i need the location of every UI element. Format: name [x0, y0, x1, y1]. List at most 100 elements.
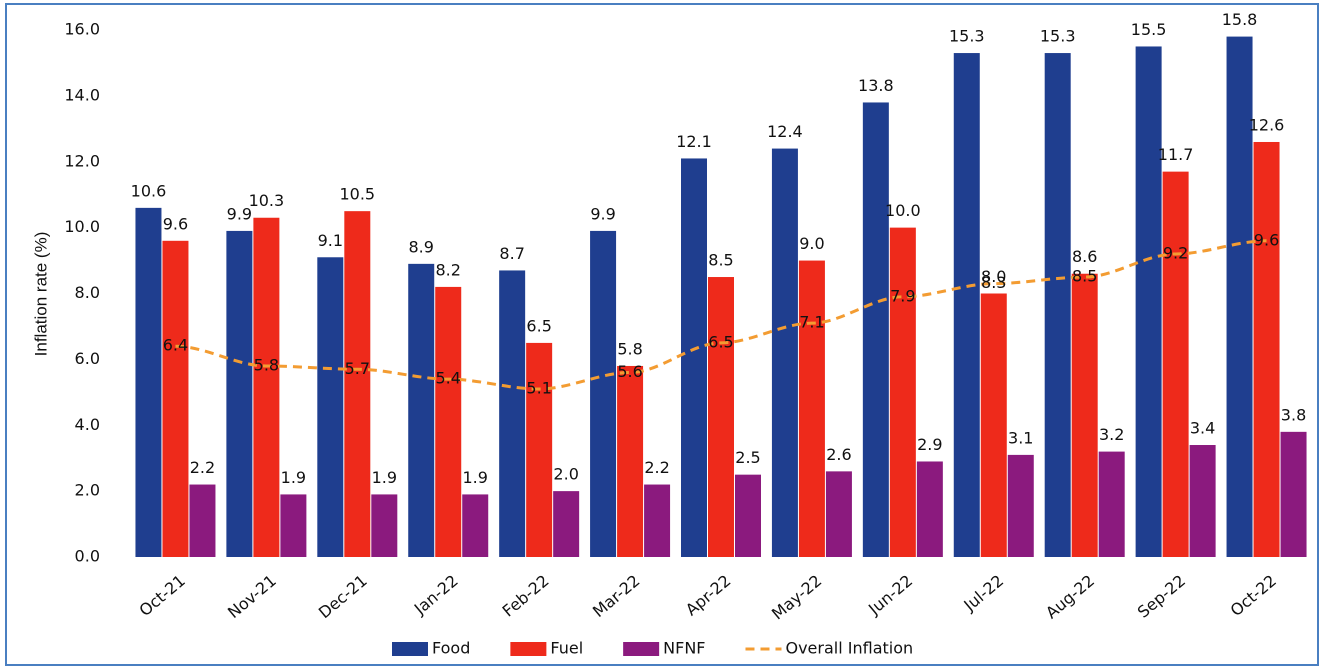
- x-tick-label: Dec-21: [315, 571, 371, 622]
- bar: [280, 494, 307, 557]
- data-label: 9.9: [227, 204, 252, 223]
- bar: [798, 260, 825, 557]
- bar: [862, 102, 889, 558]
- data-label: 9.1: [318, 231, 343, 250]
- data-label: 12.4: [767, 122, 803, 141]
- bar: [344, 211, 371, 557]
- data-label: 9.2: [1163, 243, 1188, 262]
- data-label: 12.1: [676, 132, 712, 151]
- bar: [317, 257, 344, 557]
- bar: [825, 471, 852, 557]
- data-label: 3.8: [1281, 405, 1306, 424]
- line: [175, 239, 1267, 391]
- data-label: 2.9: [917, 435, 942, 454]
- bar: [553, 491, 580, 557]
- data-label: 5.1: [526, 379, 551, 398]
- x-tick-label: Feb-22: [499, 571, 553, 621]
- bar: [371, 494, 398, 557]
- data-label: 7.1: [799, 313, 824, 332]
- x-tick-label: Jul-22: [959, 571, 1007, 615]
- x-tick-label: Nov-21: [224, 571, 280, 622]
- x-tick-label: Aug-22: [1042, 571, 1098, 622]
- data-label: 15.5: [1131, 20, 1167, 39]
- bar: [189, 484, 216, 557]
- bar: [980, 293, 1007, 557]
- bar: [462, 494, 489, 557]
- bar: [499, 270, 526, 557]
- data-label: 15.3: [1040, 27, 1076, 46]
- data-label: 8.5: [1072, 267, 1097, 286]
- data-label: 9.6: [1254, 230, 1279, 249]
- data-label: 5.8: [254, 355, 279, 374]
- bar: [1226, 36, 1253, 557]
- bar: [1007, 454, 1034, 557]
- bar: [681, 158, 707, 558]
- chart-frame: [5, 3, 1319, 666]
- x-tick-label: Jun-22: [864, 571, 916, 619]
- data-label: 9.6: [163, 214, 188, 233]
- bar: [1189, 445, 1216, 557]
- data-label: 5.8: [617, 339, 642, 358]
- data-label: 15.8: [1222, 10, 1258, 29]
- data-label: 1.9: [372, 468, 397, 487]
- y-tick-label: 0.0: [75, 547, 100, 566]
- data-label: 9.0: [799, 234, 824, 253]
- data-label: 2.2: [644, 458, 669, 477]
- legend-label: NFNF: [663, 639, 705, 658]
- data-label: 1.9: [281, 468, 306, 487]
- bar: [408, 263, 435, 557]
- bar: [1253, 141, 1280, 558]
- bar: [617, 365, 644, 557]
- data-label: 12.6: [1249, 115, 1285, 134]
- bar: [1135, 46, 1162, 557]
- x-tick-label: Oct-21: [136, 571, 189, 620]
- x-tick-label: Jan-22: [410, 571, 462, 619]
- data-label: 15.3: [949, 27, 985, 46]
- data-label: 3.4: [1190, 419, 1215, 438]
- y-axis-title: Inflation rate (%): [31, 232, 50, 357]
- bar: [708, 277, 734, 557]
- legend-swatch: [392, 642, 428, 656]
- data-label: 2.2: [190, 458, 215, 477]
- data-label: 8.6: [1072, 247, 1097, 266]
- data-label: 7.9: [890, 286, 915, 305]
- bar: [771, 148, 798, 557]
- legend-label: Fuel: [550, 639, 583, 658]
- data-label: 6.4: [163, 336, 188, 355]
- data-label: 9.9: [590, 204, 615, 223]
- bar: [590, 230, 617, 557]
- data-label: 8.2: [436, 260, 461, 279]
- data-label: 8.0: [981, 267, 1006, 286]
- bar: [526, 342, 553, 557]
- y-tick-label: 2.0: [75, 481, 100, 500]
- bar: [644, 484, 671, 557]
- x-tick-label: May-22: [768, 571, 825, 623]
- data-label: 2.5: [735, 448, 760, 467]
- bar: [435, 286, 462, 557]
- data-label: 8.9: [409, 237, 434, 256]
- data-label: 3.1: [1008, 428, 1033, 447]
- data-label: 10.6: [131, 181, 167, 200]
- legend-swatch: [510, 642, 547, 656]
- y-tick-label: 6.0: [75, 349, 100, 368]
- bar: [1098, 451, 1125, 557]
- bar: [953, 53, 980, 558]
- bar: [253, 217, 280, 557]
- bar: [1071, 273, 1098, 557]
- data-label: 8.7: [499, 244, 524, 263]
- bar: [735, 474, 761, 557]
- y-tick-label: 14.0: [64, 85, 100, 104]
- data-label: 11.7: [1158, 145, 1194, 164]
- data-label: 6.5: [526, 316, 551, 335]
- data-label: 5.4: [436, 369, 461, 388]
- data-label: 10.3: [249, 191, 285, 210]
- data-label: 2.0: [553, 465, 578, 484]
- legend-label: Food: [432, 639, 470, 658]
- x-tick-label: Mar-22: [589, 571, 644, 621]
- x-tick-label: Apr-22: [682, 571, 735, 619]
- data-label: 1.9: [463, 468, 488, 487]
- bar: [916, 461, 943, 557]
- y-tick-label: 10.0: [64, 217, 100, 236]
- y-tick-label: 4.0: [75, 415, 100, 434]
- legend-swatch: [623, 642, 660, 656]
